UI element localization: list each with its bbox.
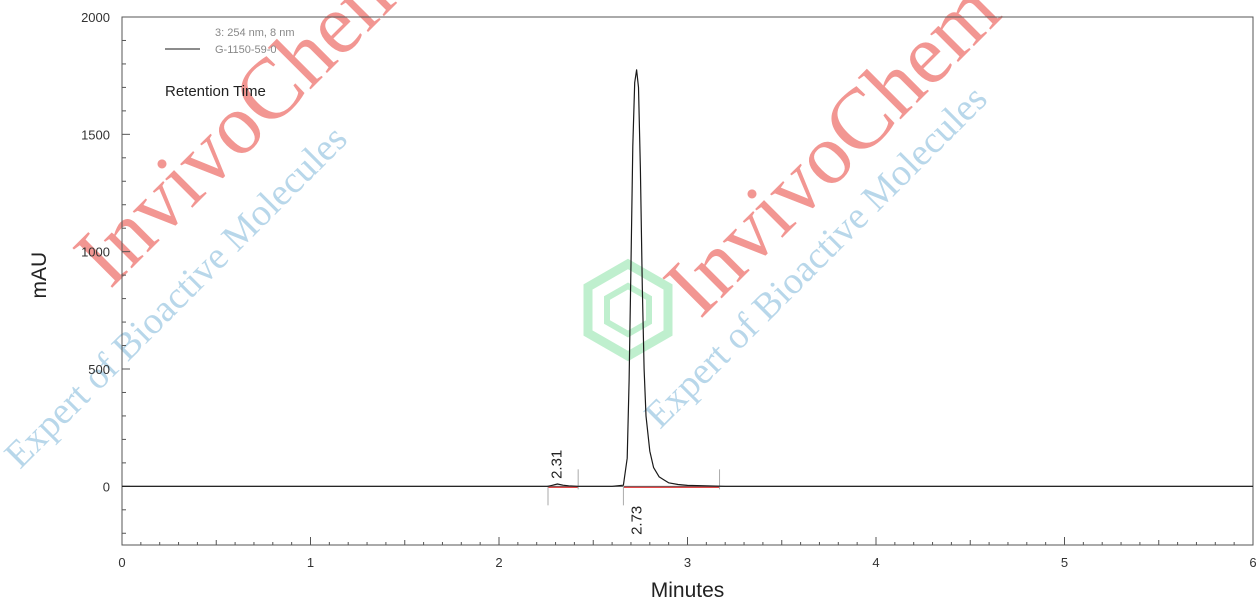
x-axis: 0 1 2 3 4 5 6 [118,537,1257,570]
series-line [122,69,1253,487]
y-tick-label: 2000 [81,10,110,25]
peak-labels: 2.31 2.73 [548,450,645,535]
y-tick-label: 1000 [81,245,110,260]
y-axis-title: mAU [28,252,51,299]
x-tick-label: 2 [495,555,502,570]
y-tick-label: 500 [88,362,110,377]
peak-label: 2.73 [629,506,646,535]
y-axis: 0 500 1000 1500 2000 [81,10,130,534]
x-tick-label: 1 [307,555,314,570]
y-tick-label: 1500 [81,127,110,142]
x-axis-title: Minutes [651,579,725,602]
x-tick-label: 3 [684,555,691,570]
x-tick-label: 0 [118,555,125,570]
legend-series-label: G-1150-59-0 [215,44,277,56]
peak-label: 2.31 [548,450,565,479]
annotation-retention-time: Retention Time [165,83,266,100]
peak-baselines [547,469,721,506]
legend-detector-label: 3: 254 nm, 8 nm [215,27,295,39]
watermark: InvivoChem InvivoChem Expert of Bioactiv… [0,0,1017,476]
x-tick-label: 6 [1249,555,1256,570]
x-tick-label: 5 [1061,555,1068,570]
legend: 3: 254 nm, 8 nm G-1150-59-0 [165,27,295,56]
watermark-logo [583,258,673,362]
series-traces [122,69,1253,487]
x-tick-label: 4 [872,555,879,570]
watermark-brand-text-2: InvivoChem [646,0,1018,333]
y-tick-label: 0 [103,479,110,494]
watermark-brand-2: InvivoChem [646,0,1018,333]
